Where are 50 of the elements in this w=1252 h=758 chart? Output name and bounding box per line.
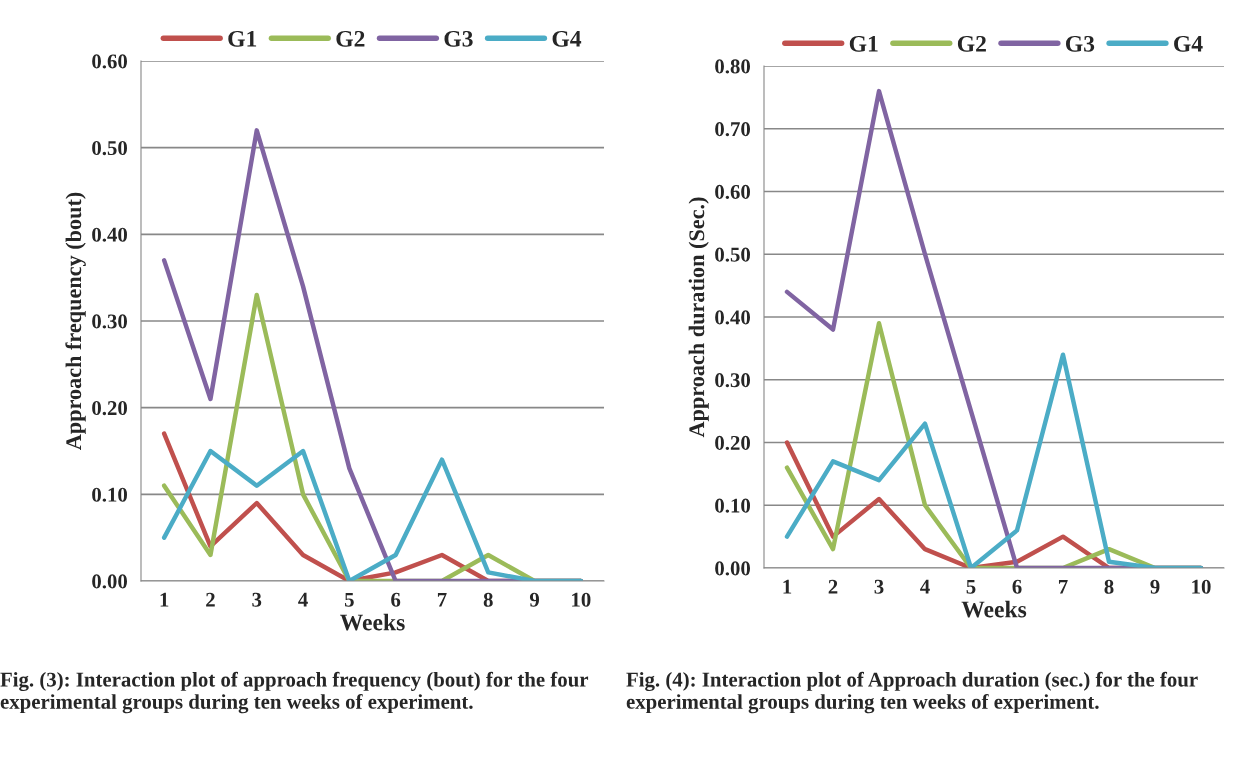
- y-tick-label: 0.10: [715, 498, 751, 513]
- x-tick-label: 10: [572, 592, 591, 607]
- y-tick-label: 0.50: [715, 247, 751, 262]
- x-axis-title: Weeks: [961, 600, 1027, 618]
- x-tick-label: 3: [874, 579, 884, 594]
- x-tick-label: 9: [529, 592, 540, 607]
- y-tick-label: 0.00: [715, 561, 751, 576]
- y-tick-label: 0.60: [715, 184, 751, 200]
- legend-label: G2: [957, 35, 986, 52]
- x-tick-label: 2: [828, 579, 838, 594]
- y-tick-label: 0.80: [715, 59, 751, 74]
- x-tick-label: 1: [160, 592, 169, 607]
- x-tick-label: 8: [483, 592, 493, 607]
- y-tick-label: 0.40: [92, 227, 128, 242]
- y-tick-label: 0.30: [715, 373, 751, 388]
- x-tick-label: 6: [1012, 579, 1022, 594]
- x-tick-label: 5: [966, 579, 976, 594]
- y-axis-title: Approach duration (Sec.): [688, 197, 709, 438]
- x-tick-label: 8: [1104, 579, 1114, 594]
- legend-label: G4: [1174, 35, 1203, 52]
- y-tick-label: 0.50: [92, 141, 128, 156]
- legend-label: G4: [552, 30, 582, 47]
- x-tick-label: 7: [1058, 579, 1068, 594]
- x-tick-label: 10: [1192, 579, 1211, 594]
- legend-label: G2: [336, 30, 365, 47]
- y-tick-label: 0.00: [92, 574, 128, 589]
- legend-label: G1: [849, 35, 878, 52]
- x-tick-label: 9: [1150, 579, 1160, 594]
- x-tick-label: 6: [391, 592, 401, 607]
- legend-label: G3: [1065, 35, 1095, 52]
- y-tick-label: 0.30: [92, 314, 128, 329]
- x-tick-label: 5: [344, 592, 354, 607]
- y-tick-label: 0.40: [715, 310, 751, 325]
- legend-label: G3: [444, 30, 473, 47]
- legend-label: G1: [228, 30, 257, 47]
- x-tick-label: 1: [783, 579, 792, 594]
- x-tick-label: 4: [920, 579, 930, 594]
- y-tick-label: 0.10: [92, 487, 128, 502]
- x-tick-label: 4: [298, 592, 308, 607]
- y-tick-label: 0.70: [715, 122, 751, 137]
- text: Fig. (4): Interaction plot of Approach duration (sec.) for the four experimental groups during ten weeks of experiment.: [626, 671, 1198, 714]
- y-tick-label: 0.20: [92, 401, 128, 416]
- x-tick-label: 2: [206, 592, 215, 607]
- y-axis-title: Approach frequency (bout): [65, 192, 86, 451]
- x-tick-label: 3: [252, 592, 262, 607]
- x-tick-label: 7: [437, 592, 447, 607]
- text: Fig. (3): Interaction plot of approach frequency (bout) for the four experimental groups during ten weeks of experiment.: [0, 671, 589, 714]
- y-tick-label: 0.60: [92, 54, 128, 69]
- y-tick-label: 0.20: [715, 435, 751, 451]
- x-axis-title: Weeks: [340, 613, 405, 631]
